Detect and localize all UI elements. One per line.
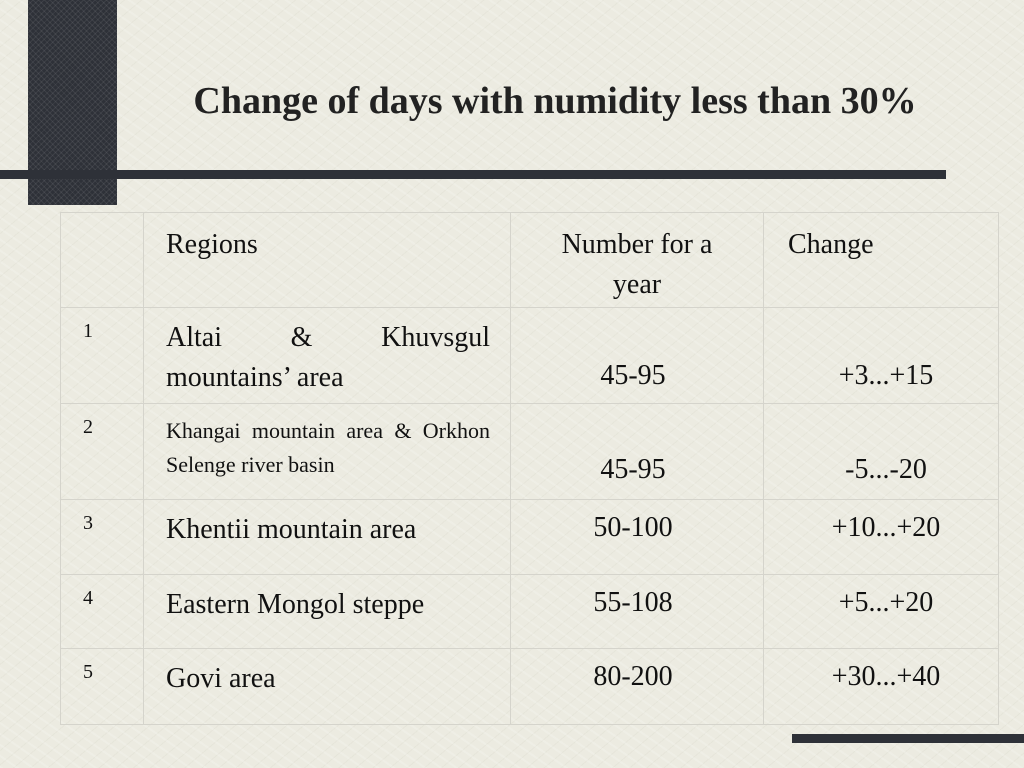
top-divider-rule: [0, 170, 946, 179]
row-index: 5: [60, 648, 144, 725]
header-number-for-a-year: Number for a year: [510, 212, 764, 308]
row-number-for-a-year: 80-200: [510, 648, 764, 725]
row-number-for-a-year: 45-95: [510, 307, 764, 404]
row-change: +30...+40: [763, 648, 999, 725]
row-region: Altai & Khuvsgul mountains’ area: [143, 307, 511, 404]
row-number-for-a-year: 50-100: [510, 499, 764, 575]
row-index: 1: [60, 307, 144, 404]
slide-title: Change of days with numidity less than 3…: [193, 80, 917, 123]
bottom-divider-rule: [792, 734, 1024, 743]
row-index: 3: [60, 499, 144, 575]
row-region: Govi area: [143, 648, 511, 725]
table-header-row: Regions Number for a year Change: [60, 212, 999, 308]
table-row: 1 Altai & Khuvsgul mountains’ area 45-95…: [60, 307, 999, 404]
row-number-for-a-year: 45-95: [510, 403, 764, 500]
row-change: +3...+15: [763, 307, 999, 404]
row-change: +5...+20: [763, 574, 999, 649]
row-region: Khangai mountain area & Orkhon Selenge r…: [143, 403, 511, 500]
row-change: +10...+20: [763, 499, 999, 575]
row-index: 4: [60, 574, 144, 649]
header-change: Change: [763, 212, 999, 308]
header-index-cell: [60, 212, 144, 308]
row-change: -5...-20: [763, 403, 999, 500]
table-row: 2 Khangai mountain area & Orkhon Selenge…: [60, 403, 999, 500]
row-region: Eastern Mongol steppe: [143, 574, 511, 649]
table-row: 3 Khentii mountain area 50-100 +10...+20: [60, 499, 999, 575]
table-row: 4 Eastern Mongol steppe 55-108 +5...+20: [60, 574, 999, 649]
header-regions: Regions: [143, 212, 511, 308]
humidity-table: Regions Number for a year Change 1 Altai…: [60, 212, 999, 725]
row-number-for-a-year: 55-108: [510, 574, 764, 649]
row-index: 2: [60, 403, 144, 500]
table-row: 5 Govi area 80-200 +30...+40: [60, 648, 999, 725]
row-region: Khentii mountain area: [143, 499, 511, 575]
